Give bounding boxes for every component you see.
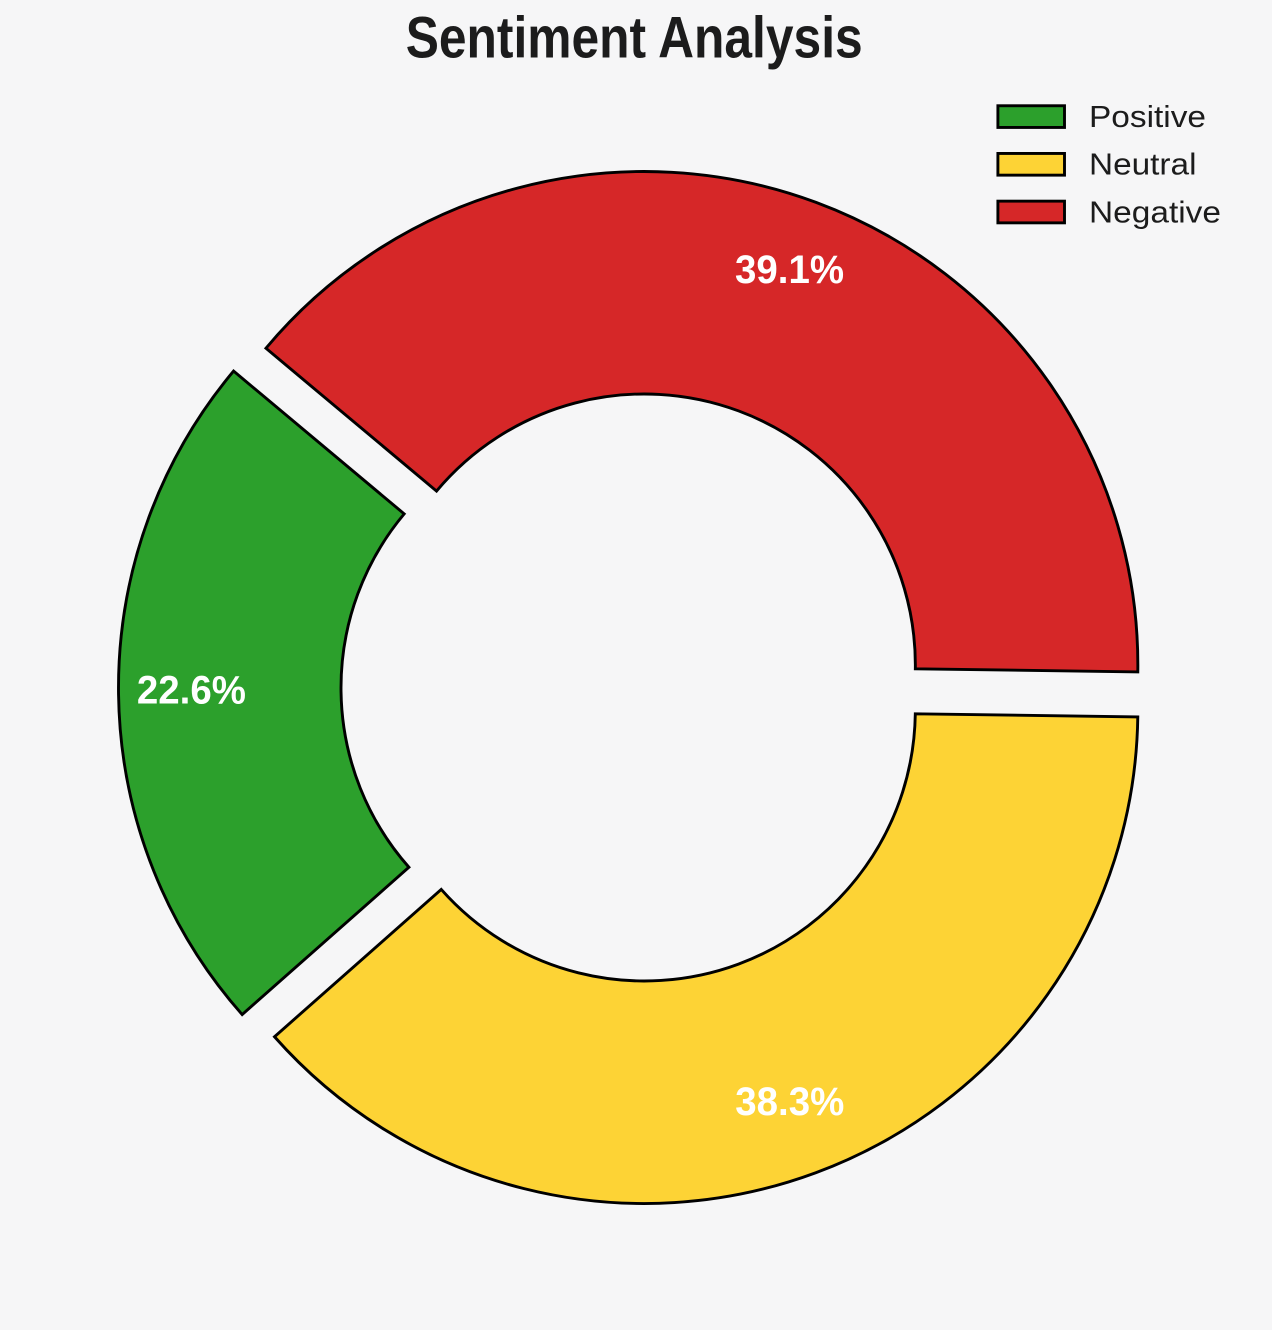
svg-text:Sentiment Analysis: Sentiment Analysis [406, 6, 863, 71]
svg-text:39.1%: 39.1% [735, 248, 844, 292]
svg-text:Neutral: Neutral [1089, 147, 1197, 182]
svg-text:Negative: Negative [1089, 194, 1221, 229]
svg-text:22.6%: 22.6% [137, 669, 246, 713]
svg-text:Positive: Positive [1089, 99, 1206, 134]
svg-text:38.3%: 38.3% [735, 1080, 844, 1124]
